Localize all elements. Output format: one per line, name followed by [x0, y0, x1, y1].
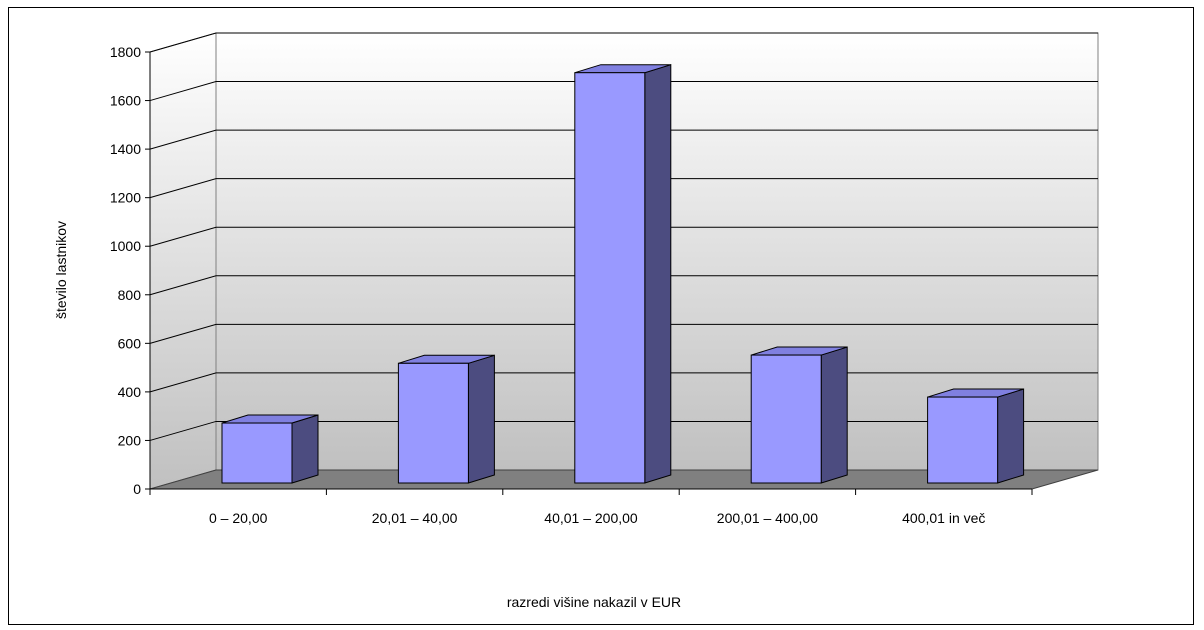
y-tick-labels: 0 200 400 600 800 1000 1200 1400 1600 1800 — [110, 44, 141, 497]
bar-front — [927, 396, 999, 484]
gridline — [149, 81, 1098, 102]
y-tick-label: 0 — [133, 481, 141, 497]
x-tick-label: 20,01 – 40,00 — [372, 510, 458, 526]
gridline — [149, 178, 1098, 199]
y-tick-label: 400 — [118, 384, 142, 400]
gridline — [149, 323, 1098, 344]
y-tick-label: 1000 — [110, 238, 141, 254]
y-tick-label: 800 — [118, 287, 142, 303]
bar — [574, 64, 672, 484]
bar — [221, 414, 319, 484]
bar — [750, 346, 848, 484]
y-tick-label: 1600 — [110, 93, 141, 109]
y-axis-title: število lastnikov — [53, 221, 69, 319]
bar — [397, 354, 495, 484]
y-tick-label: 200 — [118, 432, 142, 448]
bar-side — [997, 388, 1025, 484]
x-tick-labels: 0 – 20,00 20,01 – 40,00 40,01 – 200,00 200,… — [209, 510, 985, 526]
x-tick-label: 200,01 – 400,00 — [717, 510, 818, 526]
gridline — [149, 275, 1098, 296]
y-tick-label: 1200 — [110, 190, 141, 206]
gridline — [149, 226, 1098, 247]
x-tick-label: 400,01 in več — [902, 510, 985, 526]
bars — [221, 64, 1025, 484]
bar-side — [644, 64, 672, 484]
bar-side — [467, 354, 495, 484]
y-tick-label: 1400 — [110, 141, 141, 157]
y-tick-label: 600 — [118, 335, 142, 351]
x-axis-title: razredi višine nakazil v EUR — [507, 594, 681, 610]
bar-front — [574, 72, 646, 484]
gridlines — [149, 32, 1098, 441]
gridline — [149, 32, 1098, 53]
side-wall — [149, 32, 217, 490]
bar-side — [820, 346, 848, 484]
gridline — [149, 129, 1098, 150]
bar — [927, 388, 1025, 484]
axes — [145, 51, 1033, 495]
bar-front — [221, 422, 293, 484]
x-tick-label: 0 – 20,00 — [209, 510, 268, 526]
bar-side — [291, 414, 319, 484]
bar-front — [750, 354, 822, 484]
y-tick-label: 1800 — [110, 44, 141, 60]
bar-front — [397, 362, 469, 484]
x-tick-label: 40,01 – 200,00 — [544, 510, 638, 526]
